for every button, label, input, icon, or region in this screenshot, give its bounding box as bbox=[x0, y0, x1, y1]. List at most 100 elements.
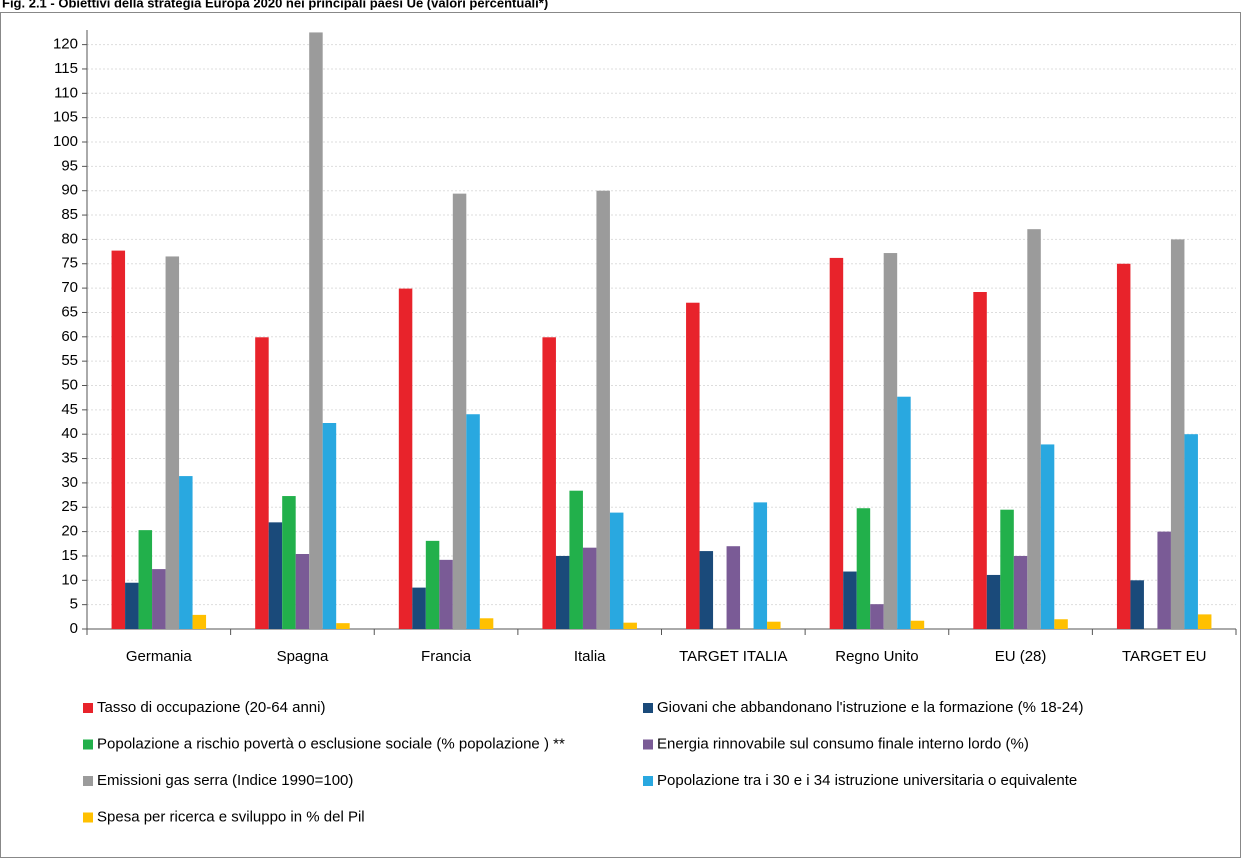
bar bbox=[479, 618, 494, 629]
legend-swatch bbox=[83, 703, 93, 713]
y-tick-label: 25 bbox=[61, 498, 78, 515]
legend-label: Popolazione tra i 30 e i 34 istruzione u… bbox=[657, 772, 1077, 789]
y-tick-label: 30 bbox=[61, 474, 78, 491]
bar bbox=[686, 302, 700, 629]
legend-swatch bbox=[83, 776, 93, 786]
legend-label: Popolazione a rischio povertà o esclusio… bbox=[97, 735, 565, 752]
bar bbox=[986, 574, 1001, 629]
frame bbox=[0, 12, 1241, 858]
y-tick-label: 55 bbox=[61, 352, 78, 369]
bar bbox=[152, 569, 166, 629]
bar bbox=[125, 582, 139, 629]
x-tick-label: Germania bbox=[126, 648, 193, 665]
y-tick-label: 45 bbox=[61, 401, 78, 418]
bar bbox=[1000, 509, 1014, 629]
y-tick-label: 80 bbox=[61, 230, 78, 247]
bar bbox=[439, 559, 453, 629]
bar bbox=[582, 547, 597, 629]
y-tick-label: 10 bbox=[61, 571, 78, 588]
legend-swatch bbox=[643, 703, 653, 713]
bar bbox=[398, 288, 413, 629]
y-tick-label: 75 bbox=[61, 255, 78, 272]
bar bbox=[870, 604, 884, 629]
x-tick-label: TARGET ITALIA bbox=[679, 648, 787, 665]
y-tick-label: 0 bbox=[70, 620, 78, 637]
bar bbox=[179, 476, 193, 629]
bar bbox=[1013, 555, 1028, 629]
bar bbox=[856, 508, 871, 629]
y-tick-label: 5 bbox=[70, 596, 78, 613]
legend-swatch bbox=[643, 776, 653, 786]
bar bbox=[1054, 619, 1068, 629]
bar bbox=[295, 554, 310, 629]
bar bbox=[309, 32, 323, 630]
y-tick-label: 90 bbox=[61, 182, 78, 199]
x-tick-label: EU (28) bbox=[995, 648, 1047, 665]
y-tick-label: 70 bbox=[61, 279, 78, 296]
bar bbox=[843, 571, 857, 629]
bar bbox=[138, 530, 153, 629]
bar bbox=[569, 490, 583, 629]
legend-label: Tasso di occupazione (20-64 anni) bbox=[97, 699, 325, 716]
bar bbox=[1027, 229, 1041, 629]
y-tick-label: 95 bbox=[61, 157, 78, 174]
legend-label: Spesa per ricerca e sviluppo in % del Pi… bbox=[97, 808, 365, 825]
bar bbox=[897, 396, 911, 629]
legend-label: Emissioni gas serra (Indice 1990=100) bbox=[97, 772, 353, 789]
bar bbox=[542, 337, 556, 629]
bar bbox=[165, 256, 180, 629]
legend-label: Energia rinnovabile sul consumo finale i… bbox=[657, 735, 1029, 752]
y-tick-label: 120 bbox=[53, 36, 78, 53]
y-tick-label: 60 bbox=[61, 328, 78, 345]
bar bbox=[973, 292, 987, 629]
bar bbox=[1130, 580, 1144, 629]
bar bbox=[1157, 531, 1171, 629]
x-tick-label: TARGET EU bbox=[1122, 648, 1206, 665]
bar bbox=[767, 621, 781, 629]
y-tick-label: 85 bbox=[61, 206, 78, 223]
bar bbox=[1040, 444, 1055, 629]
bar bbox=[425, 540, 440, 629]
y-tick-label: 40 bbox=[61, 425, 78, 442]
x-tick-label: Regno Unito bbox=[835, 648, 918, 665]
x-tick-label: Francia bbox=[421, 648, 472, 665]
y-tick-label: 105 bbox=[53, 109, 78, 126]
bar bbox=[753, 502, 768, 629]
bar bbox=[255, 337, 269, 629]
x-tick-label: Spagna bbox=[277, 648, 329, 665]
y-tick-label: 65 bbox=[61, 303, 78, 320]
bar bbox=[609, 512, 624, 629]
legend-swatch bbox=[643, 739, 653, 750]
bar bbox=[336, 623, 350, 629]
bar bbox=[1197, 614, 1212, 629]
bar bbox=[282, 496, 296, 629]
chart-title: Fig. 2.1 - Obiettivi della strategia Eur… bbox=[2, 0, 548, 10]
bar bbox=[883, 253, 898, 629]
y-tick-label: 15 bbox=[61, 547, 78, 564]
y-tick-label: 100 bbox=[53, 133, 78, 150]
bar bbox=[596, 190, 610, 629]
bar bbox=[322, 423, 337, 629]
bar bbox=[1116, 263, 1131, 629]
bar bbox=[192, 614, 207, 629]
legend-label: Giovani che abbandonano l'istruzione e l… bbox=[657, 699, 1083, 716]
bar bbox=[1170, 239, 1185, 630]
legend-swatch bbox=[83, 739, 93, 750]
y-tick-label: 110 bbox=[54, 84, 78, 101]
bar bbox=[555, 555, 570, 629]
y-tick-label: 115 bbox=[54, 60, 78, 77]
bar bbox=[1184, 434, 1198, 629]
bar bbox=[466, 414, 480, 629]
y-tick-label: 20 bbox=[61, 523, 78, 540]
bar bbox=[111, 250, 126, 630]
legend-swatch bbox=[83, 812, 93, 823]
bar bbox=[412, 587, 426, 629]
y-tick-label: 35 bbox=[61, 450, 78, 467]
bar bbox=[910, 620, 925, 629]
bar bbox=[726, 546, 741, 629]
bar bbox=[268, 522, 283, 629]
bar bbox=[699, 551, 714, 629]
bar bbox=[829, 257, 844, 629]
y-tick-label: 50 bbox=[61, 376, 78, 393]
